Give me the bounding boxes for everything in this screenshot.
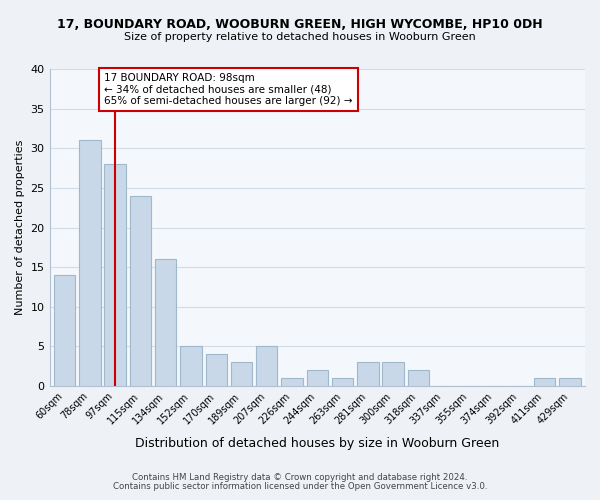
Bar (130, 196, 151, 386)
Text: 17 BOUNDARY ROAD: 98sqm
← 34% of detached houses are smaller (48)
65% of semi-de: 17 BOUNDARY ROAD: 98sqm ← 34% of detache… (104, 73, 352, 106)
Bar (180, 346, 202, 386)
Bar (382, 362, 404, 386)
Bar (79, 140, 101, 386)
Bar (407, 370, 429, 386)
Bar (231, 362, 252, 386)
Bar (206, 354, 227, 386)
Text: Contains HM Land Registry data © Crown copyright and database right 2024.: Contains HM Land Registry data © Crown c… (132, 474, 468, 482)
Bar (332, 378, 353, 386)
Text: Contains public sector information licensed under the Open Government Licence v3: Contains public sector information licen… (113, 482, 487, 491)
X-axis label: Distribution of detached houses by size in Wooburn Green: Distribution of detached houses by size … (135, 437, 499, 450)
Text: Size of property relative to detached houses in Wooburn Green: Size of property relative to detached ho… (124, 32, 476, 42)
Bar (256, 346, 277, 386)
Bar (357, 362, 379, 386)
Bar (54, 275, 76, 386)
Bar (559, 378, 581, 386)
Text: 17, BOUNDARY ROAD, WOOBURN GREEN, HIGH WYCOMBE, HP10 0DH: 17, BOUNDARY ROAD, WOOBURN GREEN, HIGH W… (57, 18, 543, 30)
Bar (534, 378, 556, 386)
Bar (155, 260, 176, 386)
Bar (104, 164, 126, 386)
Bar (307, 370, 328, 386)
Bar (281, 378, 303, 386)
Y-axis label: Number of detached properties: Number of detached properties (15, 140, 25, 315)
